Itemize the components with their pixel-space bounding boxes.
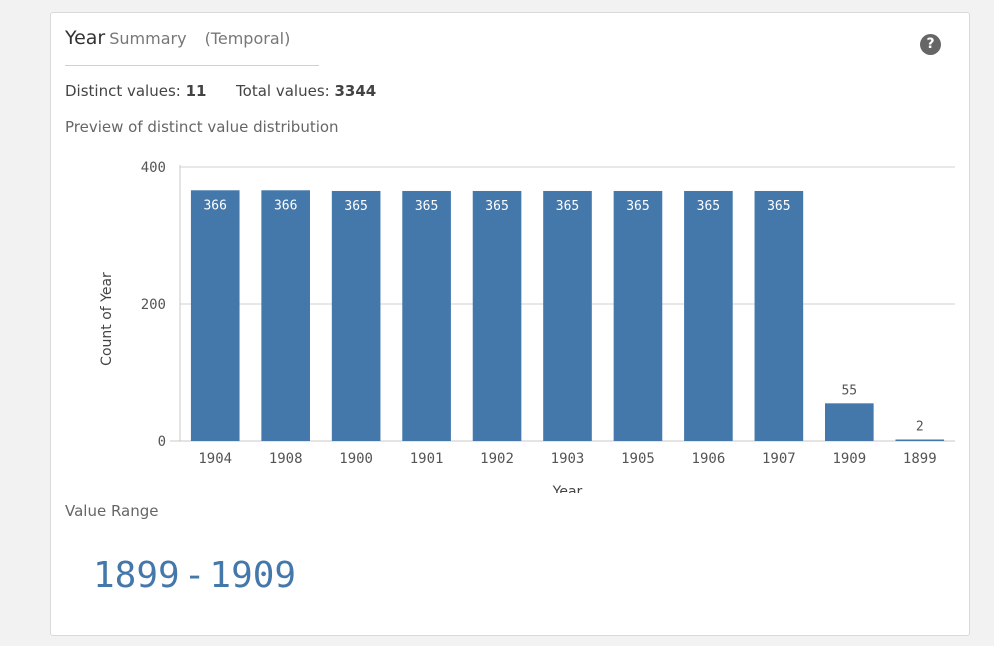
bar	[684, 190, 733, 441]
x-tick-label: 1909	[832, 451, 866, 467]
x-tick-label: 1899	[903, 451, 937, 467]
bar-value-label: 365	[415, 199, 438, 214]
y-axis-title: Count of Year	[99, 272, 115, 366]
field-name: Year	[65, 27, 106, 49]
x-tick-label: 1902	[480, 451, 514, 467]
help-icon[interactable]: ?	[920, 34, 941, 55]
bar-value-label: 366	[203, 198, 226, 213]
y-tick-label: 400	[141, 160, 166, 176]
x-tick-label: 1907	[762, 451, 796, 467]
x-tick-label: 1901	[410, 451, 444, 467]
x-tick-label: 1906	[692, 451, 726, 467]
bar-value-label: 2	[916, 420, 924, 435]
total-values-count: 3344	[334, 82, 377, 100]
bar	[754, 190, 804, 441]
bar-value-label: 365	[556, 199, 579, 214]
x-tick-label: 1905	[621, 451, 655, 467]
x-tick-label: 1908	[269, 451, 303, 467]
distribution-preview-label: Preview of distinct value distribution	[65, 118, 339, 136]
x-axis-title: Year	[552, 484, 583, 493]
field-summary-card: Year Summary (Temporal) ? Distinct values:…	[50, 12, 970, 636]
bar-value-label: 55	[841, 383, 857, 398]
bar	[825, 403, 874, 441]
bar	[543, 190, 592, 441]
total-values-label: Total values:	[236, 82, 330, 100]
y-tick-label: 0	[158, 434, 166, 450]
bar-value-label: 365	[697, 199, 720, 214]
summary-label: Summary	[109, 29, 187, 48]
bar	[895, 439, 945, 441]
x-tick-label: 1904	[198, 451, 232, 467]
bar-value-label: 365	[344, 199, 367, 214]
distinct-values-label: Distinct values:	[65, 82, 181, 100]
value-stats: Distinct values: 11 Total values: 3344	[65, 82, 376, 100]
bar-value-label: 365	[485, 199, 508, 214]
value-range-label: Value Range	[65, 502, 159, 520]
bar	[190, 190, 240, 441]
bar-value-label: 366	[274, 198, 297, 213]
field-type: (Temporal)	[204, 29, 291, 48]
distinct-values-count: 11	[185, 82, 207, 100]
value-range-max: 1909	[209, 555, 297, 596]
bar	[402, 190, 451, 441]
x-tick-label: 1903	[551, 451, 585, 467]
bar	[331, 190, 381, 441]
x-tick-label: 1900	[339, 451, 373, 467]
bar	[472, 190, 522, 441]
summary-title: Year Summary (Temporal)	[65, 27, 319, 66]
bar	[613, 190, 663, 441]
value-range: 1899-1909	[93, 555, 296, 596]
value-range-separator: -	[183, 555, 206, 596]
distribution-bar-chart: 0 200 400 366 1904 366 1908 365 1900 365 1901 365 19…	[99, 160, 955, 493]
bar-value-label: 365	[767, 199, 790, 214]
value-range-min: 1899	[93, 555, 180, 596]
bar-value-label: 365	[626, 199, 649, 214]
bar	[261, 190, 310, 441]
y-tick-label: 200	[141, 297, 166, 313]
